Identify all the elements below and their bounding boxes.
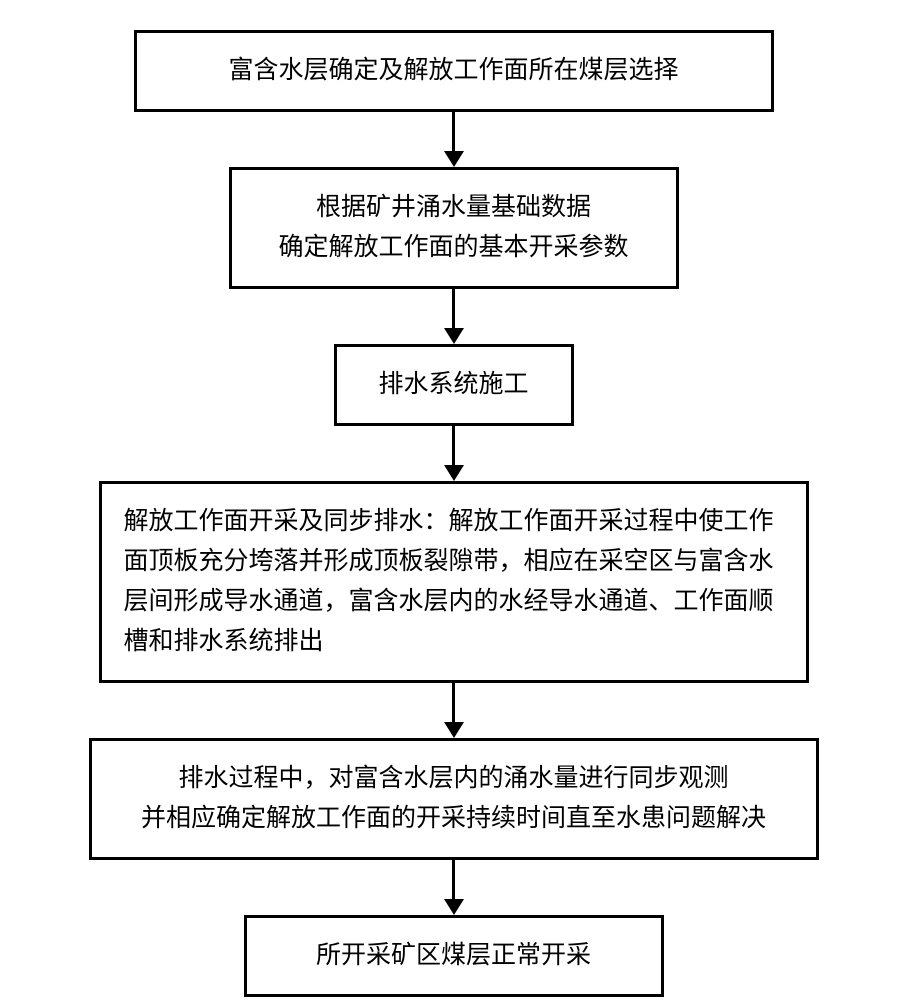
flowchart-container: 富含水层确定及解放工作面所在煤层选择 根据矿井涌水量基础数据 确定解放工作面的基…	[89, 30, 819, 997]
arrow-3-4	[444, 426, 464, 481]
arrow-1-2	[444, 112, 464, 167]
arrow-line	[452, 860, 455, 899]
arrow-line	[452, 426, 455, 465]
flowchart-step-6: 所开采矿区煤层正常开采	[244, 915, 664, 997]
flowchart-step-4: 解放工作面开采及同步排水：解放工作面开采过程中使工作面顶板充分垮落并形成顶板裂隙…	[99, 481, 809, 683]
arrow-head-icon	[444, 722, 464, 738]
step-text-line1: 排水过程中，对富含水层内的涌水量进行同步观测	[178, 765, 728, 792]
arrow-head-icon	[444, 899, 464, 915]
step-text: 富含水层确定及解放工作面所在煤层选择	[228, 57, 678, 84]
arrow-head-icon	[444, 151, 464, 167]
step-text-line2: 确定解放工作面的基本开采参数	[278, 234, 628, 261]
step-text-line2: 并相应确定解放工作面的开采持续时间直至水患问题解决	[141, 805, 766, 832]
step-text-line1: 根据矿井涌水量基础数据	[316, 194, 591, 221]
flowchart-step-3: 排水系统施工	[334, 344, 574, 426]
step-text: 解放工作面开采及同步排水：解放工作面开采过程中使工作面顶板充分垮落并形成顶板裂隙…	[124, 508, 774, 655]
arrow-line	[452, 112, 455, 151]
step-text: 所开采矿区煤层正常开采	[316, 942, 591, 969]
arrow-4-5	[444, 683, 464, 738]
arrow-line	[452, 289, 455, 328]
flowchart-step-1: 富含水层确定及解放工作面所在煤层选择	[134, 30, 774, 112]
arrow-head-icon	[444, 465, 464, 481]
arrow-line	[452, 683, 455, 722]
step-text: 排水系统施工	[378, 371, 528, 398]
flowchart-step-2: 根据矿井涌水量基础数据 确定解放工作面的基本开采参数	[229, 167, 679, 289]
arrow-2-3	[444, 289, 464, 344]
arrow-5-6	[444, 860, 464, 915]
arrow-head-icon	[444, 328, 464, 344]
flowchart-step-5: 排水过程中，对富含水层内的涌水量进行同步观测 并相应确定解放工作面的开采持续时间…	[89, 738, 819, 860]
